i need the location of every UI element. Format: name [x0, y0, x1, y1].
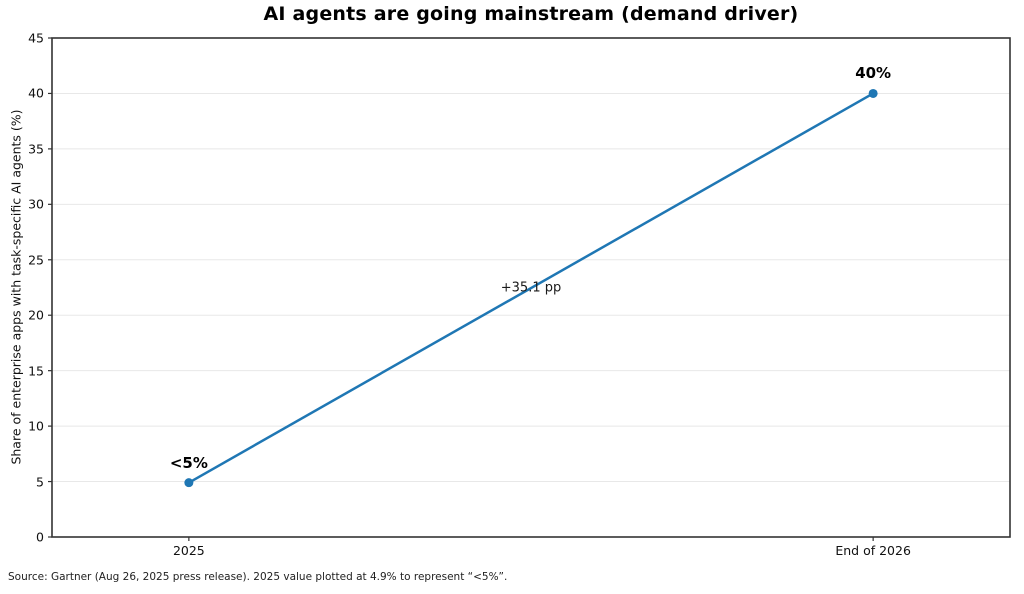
y-tick-label: 0	[36, 529, 44, 545]
y-tick-label: 10	[28, 418, 44, 434]
point-label: 40%	[855, 64, 892, 83]
y-tick-label: 45	[28, 30, 44, 46]
x-tick-label: End of 2026	[835, 543, 911, 558]
point-label: <5%	[169, 453, 208, 472]
y-tick-label: 35	[28, 141, 44, 157]
data-point-marker	[184, 478, 194, 488]
source-note: Source: Gartner (Aug 26, 2025 press rele…	[8, 571, 508, 583]
x-tick-label: 2025	[172, 543, 205, 558]
y-tick-label: 30	[28, 196, 44, 212]
y-axis-label: Share of enterprise apps with task-speci…	[8, 109, 24, 465]
y-tick-label: 15	[28, 363, 44, 379]
y-tick-label: 5	[36, 474, 44, 490]
chart-title: AI agents are going mainstream (demand d…	[263, 3, 799, 25]
data-point-marker	[868, 88, 878, 98]
midpoint-annotation: +35.1 pp	[500, 280, 562, 296]
y-tick-label: 25	[28, 252, 44, 268]
y-tick-label: 40	[28, 85, 44, 101]
plot-border	[51, 37, 1011, 538]
data-line	[188, 92, 874, 484]
y-tick-label: 20	[28, 307, 44, 323]
